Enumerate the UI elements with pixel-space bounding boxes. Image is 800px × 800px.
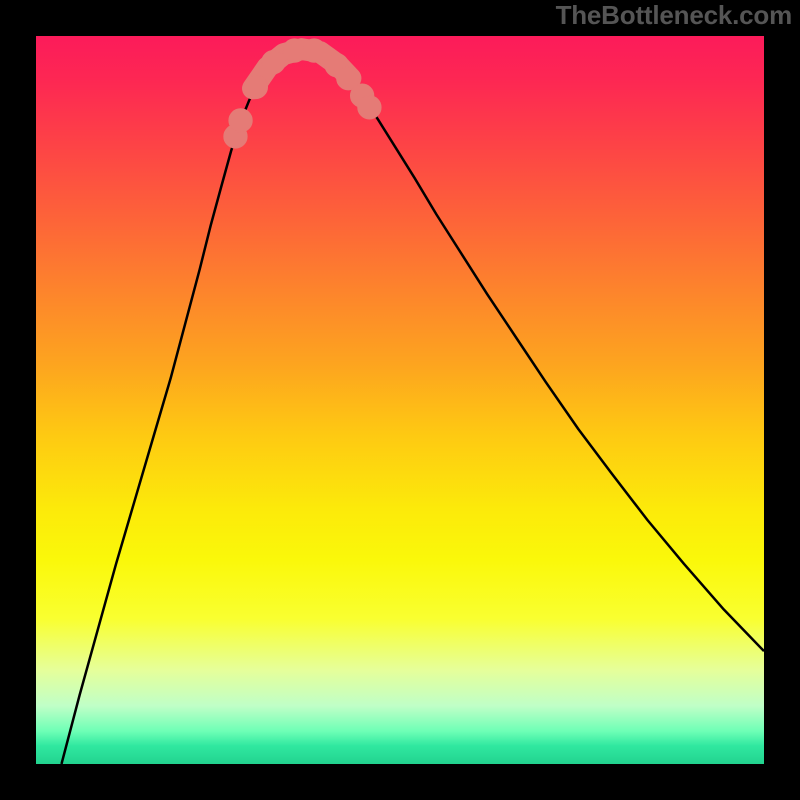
watermark-text: TheBottleneck.com	[556, 0, 792, 31]
marker-dot	[244, 75, 267, 98]
gradient-background	[36, 36, 764, 764]
marker-dot	[229, 109, 252, 132]
marker-dot	[358, 96, 381, 119]
chart-root: TheBottleneck.com	[0, 0, 800, 800]
marker-dot	[262, 51, 285, 74]
bottleneck-chart	[0, 0, 800, 800]
marker-dot	[302, 39, 325, 62]
